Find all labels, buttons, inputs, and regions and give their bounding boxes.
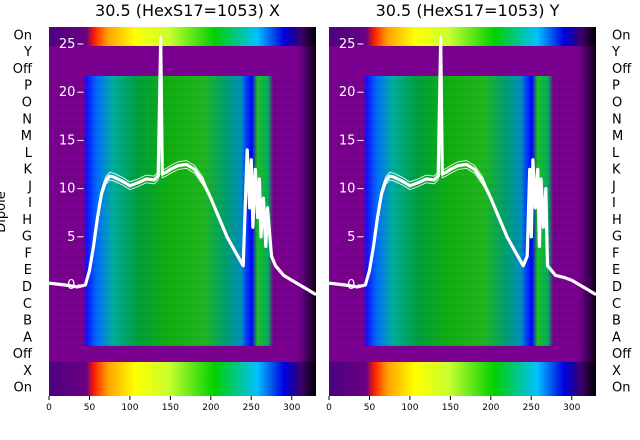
row-label: E bbox=[612, 263, 620, 278]
heatmap-edge-dark bbox=[574, 27, 596, 396]
heatmap-row-texture bbox=[49, 76, 316, 346]
row-label: A bbox=[612, 330, 621, 345]
row-label: I bbox=[28, 196, 32, 211]
row-label: O bbox=[22, 95, 32, 110]
overlay-tick-label: 10 bbox=[339, 182, 356, 197]
x-tick-label: 200 bbox=[202, 403, 219, 413]
x-tick-label: 100 bbox=[401, 403, 418, 413]
row-label: J bbox=[27, 179, 32, 194]
row-label: C bbox=[612, 297, 621, 312]
x-tick-label: 150 bbox=[442, 403, 459, 413]
row-label: O bbox=[612, 95, 622, 110]
heatmap-band-bottom bbox=[329, 362, 596, 396]
x-tick-label: 0 bbox=[326, 403, 332, 413]
row-label: X bbox=[612, 364, 621, 379]
overlay-trace-sample bbox=[48, 35, 317, 296]
row-label: E bbox=[24, 263, 32, 278]
row-label: D bbox=[612, 280, 622, 295]
row-label: K bbox=[23, 163, 32, 178]
heatmap-off-strip-top bbox=[329, 46, 596, 76]
heatmap-off-strip-bottom bbox=[329, 346, 596, 362]
row-label: P bbox=[24, 79, 32, 94]
row-label: Y bbox=[611, 45, 620, 60]
row-label: On bbox=[14, 28, 32, 43]
x-tick-label: 150 bbox=[162, 403, 179, 413]
row-label: Off bbox=[13, 62, 33, 77]
row-label: M bbox=[612, 129, 623, 144]
panel-2: 30.5 (HexS17=1053) Y On Y Off PONMLKJIHGFEDC… bbox=[326, 1, 632, 413]
x-tick-label: 300 bbox=[283, 403, 300, 413]
row-label: Off bbox=[612, 347, 632, 362]
row-label: A bbox=[23, 330, 32, 345]
row-label: J bbox=[611, 179, 616, 194]
row-label: H bbox=[22, 213, 32, 228]
row-label: P bbox=[612, 79, 620, 94]
row-label: On bbox=[14, 381, 32, 396]
chart-title: 30.5 (HexS17=1053) Y bbox=[376, 1, 560, 20]
heatmap-band-top bbox=[329, 27, 596, 46]
row-label: K bbox=[612, 163, 621, 178]
overlay-trace-sample bbox=[328, 35, 597, 296]
x-tick-label: 200 bbox=[482, 403, 499, 413]
row-label: G bbox=[612, 230, 622, 245]
overlay-tick-label: 20 bbox=[59, 85, 76, 100]
row-label: G bbox=[22, 230, 32, 245]
row-label: B bbox=[612, 314, 621, 329]
row-label: F bbox=[612, 246, 619, 261]
panel-1: 30.5 (HexS17=1053) X On Y Off PONMLKJIHGFEDC… bbox=[0, 1, 317, 413]
row-label: D bbox=[22, 280, 32, 295]
x-tick-label: 250 bbox=[243, 403, 260, 413]
overlay-tick-label: 15 bbox=[339, 133, 356, 148]
row-label: Off bbox=[13, 347, 33, 362]
row-label: H bbox=[612, 213, 622, 228]
x-tick-label: 0 bbox=[46, 403, 52, 413]
overlay-tick-label: 15 bbox=[59, 133, 76, 148]
row-label: N bbox=[612, 112, 622, 127]
x-tick-label: 300 bbox=[563, 403, 580, 413]
row-label: L bbox=[612, 146, 620, 161]
row-label: On bbox=[612, 381, 630, 396]
row-label: X bbox=[23, 364, 32, 379]
overlay-tick-label: 10 bbox=[59, 182, 76, 197]
heatmap-band-bottom bbox=[49, 362, 316, 396]
x-tick-label: 50 bbox=[364, 403, 376, 413]
row-label: N bbox=[22, 112, 32, 127]
row-label: On bbox=[612, 28, 630, 43]
row-label: M bbox=[21, 129, 32, 144]
row-label: Off bbox=[612, 62, 632, 77]
y-axis-label: Dipole bbox=[0, 191, 9, 232]
overlay-tick-label: 25 bbox=[339, 37, 356, 52]
x-tick-label: 100 bbox=[121, 403, 138, 413]
heatmap-off-strip-bottom bbox=[49, 346, 316, 362]
row-label: Y bbox=[23, 45, 32, 60]
heatmap-edge-dark bbox=[294, 27, 316, 396]
overlay-tick-label: 5 bbox=[67, 230, 75, 245]
row-label: I bbox=[612, 196, 616, 211]
overlay-tick-label: 5 bbox=[347, 230, 355, 245]
x-tick-label: 50 bbox=[84, 403, 96, 413]
row-label: L bbox=[25, 146, 33, 161]
overlay-tick-label: 20 bbox=[339, 85, 356, 100]
heatmap-row-texture bbox=[329, 76, 596, 346]
heatmap-off-strip-top bbox=[49, 46, 316, 76]
row-label: C bbox=[23, 297, 32, 312]
overlay-tick-label: 25 bbox=[59, 37, 76, 52]
heatmap-band-top bbox=[49, 27, 316, 46]
row-label: F bbox=[25, 246, 32, 261]
chart-title: 30.5 (HexS17=1053) X bbox=[95, 1, 280, 20]
row-label: B bbox=[23, 314, 32, 329]
x-tick-label: 250 bbox=[523, 403, 540, 413]
